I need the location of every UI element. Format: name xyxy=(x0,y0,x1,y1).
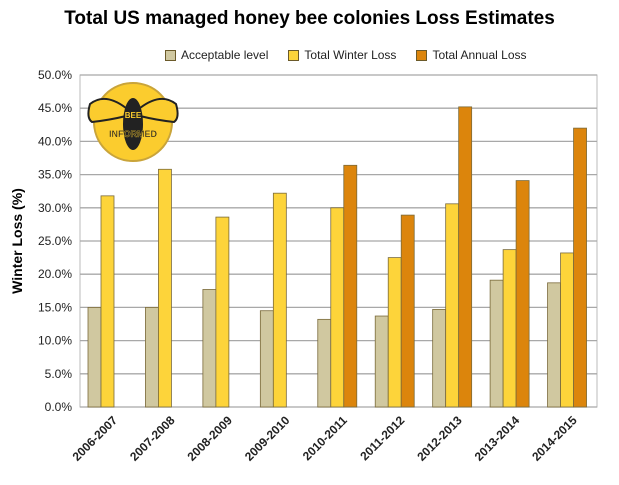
bar xyxy=(158,168,172,408)
y-tick-label: 45.0% xyxy=(38,101,72,115)
bar xyxy=(317,318,332,408)
x-tick-label: 2012-2013 xyxy=(414,413,465,464)
legend-item: Acceptable level xyxy=(165,48,268,62)
y-tick-label: 15.0% xyxy=(38,300,72,314)
legend-item: Total Winter Loss xyxy=(288,48,396,62)
y-tick-label: 30.0% xyxy=(38,201,72,215)
bar xyxy=(400,214,415,408)
bar xyxy=(259,310,274,408)
logo-text: BEE xyxy=(125,111,142,120)
bar xyxy=(547,282,561,408)
bar xyxy=(560,252,574,408)
bar xyxy=(573,127,587,408)
y-tick-label: 10.0% xyxy=(38,334,72,348)
bar xyxy=(387,257,402,408)
y-tick-label: 50.0% xyxy=(38,68,72,82)
y-axis-label: Winter Loss (%) xyxy=(9,188,25,294)
legend-item: Total Annual Loss xyxy=(416,48,527,62)
y-tick-label: 5.0% xyxy=(45,367,73,381)
x-tick-label: 2009-2010 xyxy=(242,413,293,464)
bar xyxy=(87,306,102,408)
x-tick-label: 2008-2009 xyxy=(185,413,236,464)
legend-swatch xyxy=(165,49,176,61)
bar xyxy=(100,195,115,408)
x-tick-label: 2014-2015 xyxy=(529,413,580,464)
legend-label: Total Winter Loss xyxy=(304,48,397,62)
bar xyxy=(343,164,358,408)
y-tick-label: 0.0% xyxy=(45,400,73,414)
legend-swatch xyxy=(288,49,300,61)
bar xyxy=(489,279,504,408)
bee-informed-logo: BEE INFORMED xyxy=(87,82,179,162)
legend: Acceptable level Total Winter Loss Total… xyxy=(165,48,527,62)
bar xyxy=(202,289,217,408)
bar xyxy=(432,308,447,408)
x-tick-label: 2010-2011 xyxy=(300,413,350,463)
legend-swatch xyxy=(416,49,428,61)
x-tick-label: 2007-2008 xyxy=(127,413,178,464)
bar xyxy=(272,192,287,408)
bar xyxy=(374,315,389,408)
legend-label: Total Annual Loss xyxy=(432,48,527,62)
bar xyxy=(458,106,473,408)
x-tick-label: 2013-2014 xyxy=(472,413,523,464)
bar xyxy=(515,180,530,408)
x-tick-label: 2006-2007 xyxy=(70,413,121,464)
bar xyxy=(145,306,159,408)
x-tick-label: 2011-2012 xyxy=(357,413,407,463)
bee-wing-left xyxy=(87,97,127,124)
y-tick-label: 25.0% xyxy=(38,234,72,248)
bar xyxy=(215,216,230,408)
y-tick-label: 35.0% xyxy=(38,168,72,182)
bar xyxy=(330,207,345,408)
logo-text: INFORMED xyxy=(109,129,157,139)
bar xyxy=(445,203,460,408)
y-tick-label: 20.0% xyxy=(38,267,72,281)
bee-wing-right xyxy=(139,97,179,124)
bar xyxy=(502,249,517,408)
bee-body xyxy=(123,98,143,150)
legend-label: Acceptable level xyxy=(181,48,269,62)
y-tick-label: 40.0% xyxy=(38,134,72,148)
chart-title: Total US managed honey bee colonies Loss… xyxy=(64,8,555,29)
